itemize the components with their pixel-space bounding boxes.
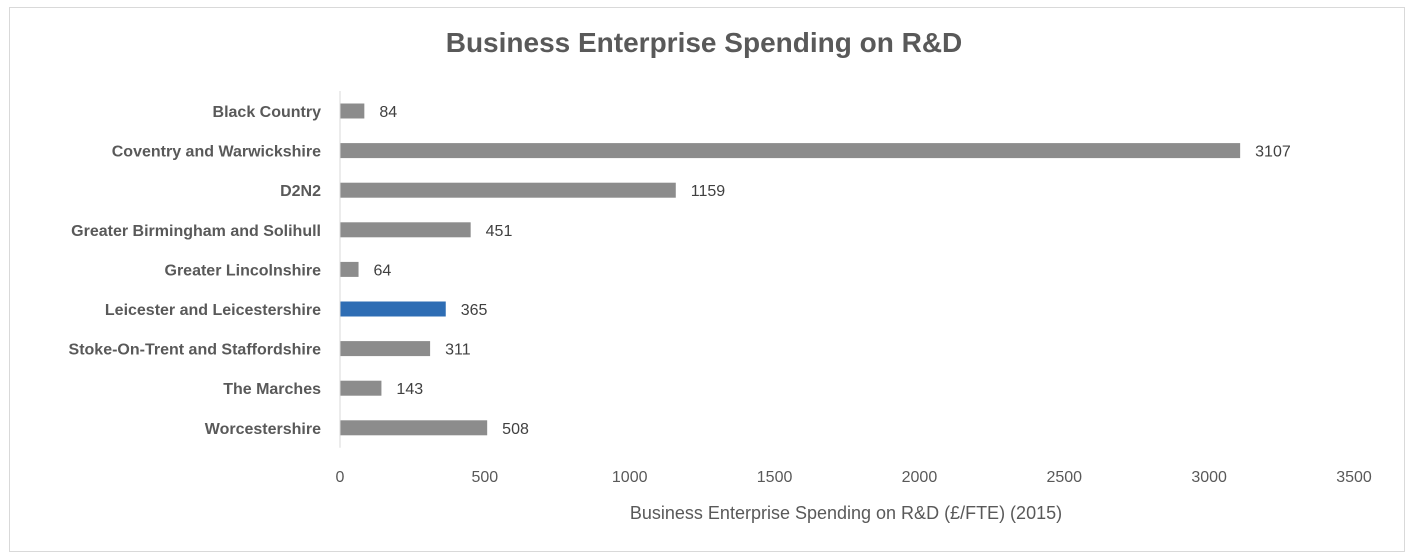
x-tick-labels: 0 500 1000 1500 2000 2500 3000 3500 (336, 469, 1372, 486)
x-tick-label: 3500 (1336, 469, 1372, 486)
x-tick-label: 0 (336, 469, 345, 486)
data-label: 508 (502, 421, 529, 438)
category-labels: Black Country Coventry and Warwickshire D2… (69, 104, 322, 438)
category-label: Coventry and Warwickshire (112, 144, 321, 161)
category-label: Black Country (213, 104, 322, 121)
bar (340, 420, 488, 436)
data-label: 84 (379, 104, 397, 121)
category-label: The Marches (223, 381, 321, 398)
data-label: 3107 (1255, 144, 1291, 161)
bar (340, 143, 1241, 159)
bar (340, 380, 382, 396)
bars (340, 103, 1241, 436)
x-tick-label: 500 (472, 469, 499, 486)
data-label: 451 (486, 223, 513, 240)
bar (340, 103, 365, 119)
chart-frame (9, 7, 1405, 552)
category-label: Worcestershire (205, 421, 321, 438)
bar (340, 261, 359, 277)
data-label: 143 (396, 381, 423, 398)
data-label: 64 (374, 262, 392, 279)
x-tick-label: 1500 (757, 469, 793, 486)
category-label: Greater Lincolnshire (165, 262, 322, 279)
x-tick-label: 1000 (612, 469, 648, 486)
x-tick-label: 2000 (902, 469, 938, 486)
data-label: 365 (461, 302, 488, 319)
bar (340, 182, 676, 198)
data-labels: 84 3107 1159 451 64 365 311 143 508 (374, 104, 1291, 438)
category-label: Stoke-On-Trent and Staffordshire (69, 342, 322, 359)
category-label: D2N2 (280, 183, 321, 200)
bar (340, 341, 431, 357)
category-label: Leicester and Leicestershire (105, 302, 321, 319)
x-axis-label: Business Enterprise Spending on R&D (£/F… (630, 503, 1062, 523)
x-tick-label: 3000 (1191, 469, 1227, 486)
data-label: 311 (445, 342, 471, 359)
chart-title: Business Enterprise Spending on R&D (446, 27, 963, 58)
category-label: Greater Birmingham and Solihull (71, 223, 321, 240)
x-tick-label: 2500 (1046, 469, 1082, 486)
data-label: 1159 (691, 183, 726, 200)
bar (340, 222, 471, 238)
bar (340, 301, 446, 317)
